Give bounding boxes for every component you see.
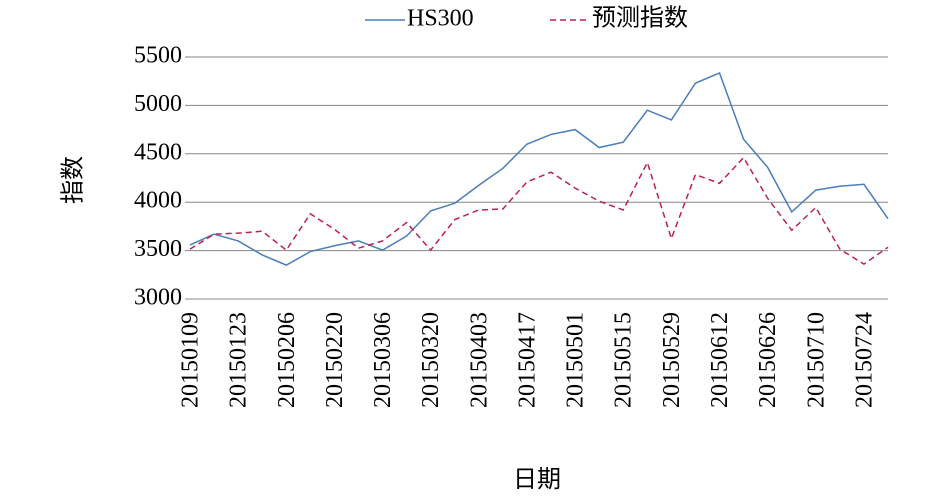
- x-tick-label: 20150724: [851, 312, 877, 408]
- x-axis-label: 日期: [513, 467, 561, 493]
- x-tick-label: 20150306: [370, 312, 396, 408]
- x-tick-label: 20150501: [563, 312, 589, 408]
- x-tick-label: 20150123: [226, 312, 252, 408]
- y-tick-label: 5500: [134, 43, 182, 69]
- series-line: [189, 71, 889, 266]
- legend-label: HS300: [407, 6, 474, 32]
- y-axis-label: 指数: [60, 156, 87, 204]
- x-tick-label: 20150515: [611, 312, 637, 408]
- legend-label: 预测指数: [592, 5, 688, 32]
- x-tick-label: 20150626: [755, 312, 781, 408]
- x-tick-label: 20150109: [178, 312, 204, 408]
- x-tick-label: 20150529: [659, 312, 685, 408]
- y-tick-label: 5000: [134, 91, 182, 117]
- y-tick-label: 4500: [134, 139, 182, 165]
- y-tick-label: 4000: [134, 188, 182, 214]
- x-tick-label: 20150206: [274, 312, 300, 408]
- x-tick-label: 20150220: [322, 312, 348, 408]
- x-tick-label: 20150403: [466, 312, 492, 408]
- x-tick-label: 20150612: [707, 312, 733, 408]
- x-tick-label: 20150417: [514, 312, 540, 408]
- x-tick-label: 20150320: [418, 312, 444, 408]
- y-tick-label: 3000: [134, 285, 182, 311]
- series-line: [189, 156, 889, 266]
- x-tick-label: 20150710: [803, 312, 829, 408]
- y-tick-label: 3500: [134, 236, 182, 262]
